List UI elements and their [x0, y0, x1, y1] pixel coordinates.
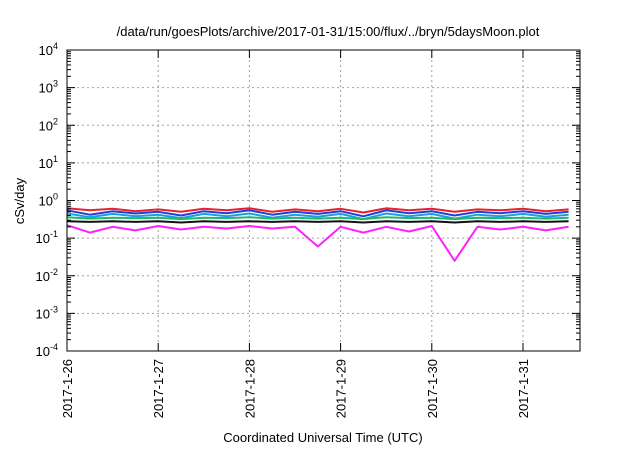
y-axis-label: cSv/day — [12, 177, 27, 224]
x-axis-label: Coordinated Universal Time (UTC) — [223, 430, 422, 445]
grid — [66, 50, 580, 351]
series-line-2 — [66, 209, 569, 218]
series-line-3 — [66, 212, 569, 221]
y-tick-label: 103 — [39, 79, 58, 96]
y-tick-label: 10-4 — [36, 342, 58, 359]
x-tick-label: 2017-1-28 — [242, 359, 257, 418]
series-group — [66, 207, 569, 262]
series-line-6 — [66, 224, 569, 262]
y-tick-label: 10-1 — [36, 229, 58, 246]
series-line-1 — [66, 207, 569, 214]
x-tick-label: 2017-1-29 — [334, 359, 349, 418]
x-tick-label: 2017-1-31 — [516, 359, 531, 418]
plot-frame — [66, 49, 581, 352]
x-tick-label: 2017-1-27 — [151, 359, 166, 418]
y-tick-label: 10-3 — [36, 304, 58, 321]
x-tick-label: 2017-1-26 — [60, 359, 75, 418]
y-tick-label: 101 — [39, 154, 58, 171]
x-tick-label: 2017-1-30 — [425, 359, 440, 418]
chart-title: /data/run/goesPlots/archive/2017-01-31/1… — [117, 24, 540, 39]
series-line-5 — [66, 220, 569, 224]
series-line-4 — [66, 216, 569, 221]
axes: 10-4 10-3 10-2 10-1 100 101 102 103 104 2017-1-26… — [36, 41, 581, 418]
y-tick-label: 10-2 — [36, 267, 58, 284]
y-tick-label: 104 — [39, 41, 58, 58]
y-tick-label: 100 — [39, 192, 58, 209]
y-tick-label: 102 — [39, 116, 58, 133]
